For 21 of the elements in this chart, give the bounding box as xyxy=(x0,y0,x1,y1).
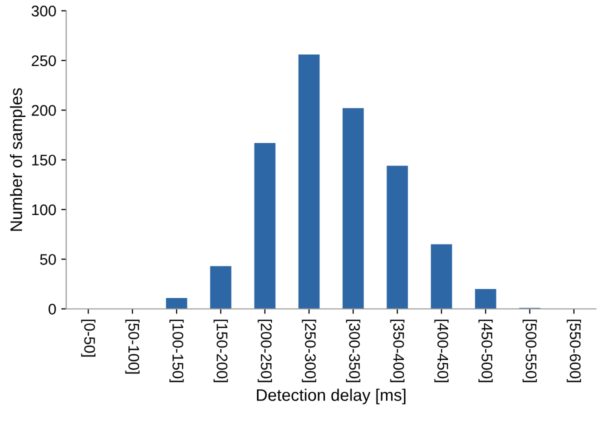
y-tick-label: 0 xyxy=(48,304,56,315)
y-tick-label: 100 xyxy=(32,204,56,216)
y-tick-label: 300 xyxy=(32,6,56,16)
x-tick-label: [300-350] xyxy=(346,320,360,382)
y-tick-label: 150 xyxy=(32,154,56,166)
x-tick-label: [550-600] xyxy=(566,320,582,382)
y-axis-title: Number of samples xyxy=(10,88,26,231)
x-tick-label: [250-300] xyxy=(302,320,316,382)
x-tick-label: [150-200] xyxy=(214,320,228,382)
y-tick-label: 200 xyxy=(32,105,56,116)
x-tick-label: [0-50] xyxy=(81,320,96,357)
y-tick-label: 50 xyxy=(40,254,56,265)
x-axis-title: Detection delay [ms] xyxy=(256,388,406,404)
x-tick-label: [500-550] xyxy=(522,320,537,382)
y-tick-label: 250 xyxy=(32,55,56,66)
x-tick-label: [450-500] xyxy=(478,320,493,382)
x-tick-label: [350-400] xyxy=(390,320,404,382)
x-tick-label: [400-450] xyxy=(434,320,449,382)
x-tick-label: [50-100] xyxy=(125,320,140,374)
x-tick-label: [200-250] xyxy=(258,320,272,382)
x-tick-label: [100-150] xyxy=(169,320,184,382)
